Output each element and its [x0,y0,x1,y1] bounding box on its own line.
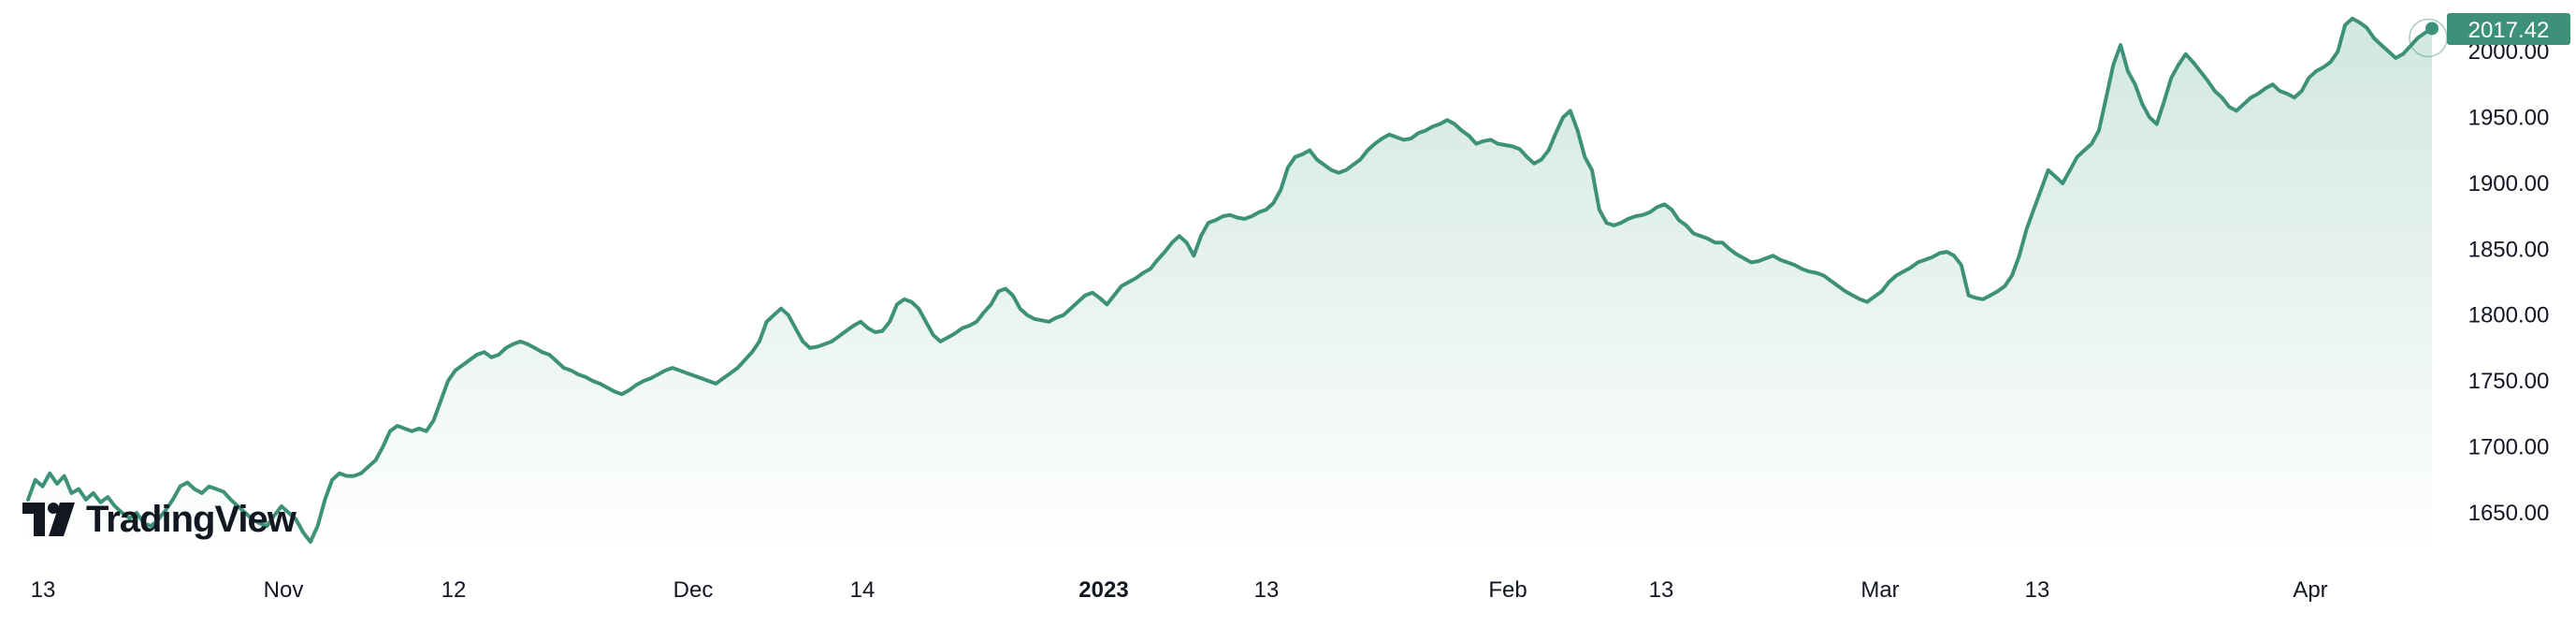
y-tick-label: 1700.00 [2468,435,2550,460]
plot-area[interactable] [26,16,2448,553]
y-tick-label: 1650.00 [2468,501,2550,526]
x-tick-label: 2023 [1078,577,1128,603]
x-tick-label: 13 [2025,577,2050,603]
y-tick-label: 1750.00 [2468,369,2550,394]
y-tick-label: 1800.00 [2468,303,2550,328]
x-tick-label: Dec [673,577,714,603]
x-tick-label: Mar [1860,577,1899,603]
last-price-label: 2017.42 [2447,13,2570,45]
x-tick-label: 14 [850,577,876,603]
x-tick-label: 13 [1254,577,1280,603]
x-tick-label: 12 [441,577,467,603]
tradingview-logo-icon [22,503,75,536]
last-point-marker [2425,22,2439,36]
tradingview-wordmark: TradingView [86,498,297,540]
tradingview-logo[interactable]: TradingView [22,496,297,543]
last-price-label-background [2447,13,2570,45]
price-series-line [26,16,2434,544]
y-tick-label: 1950.00 [2468,105,2550,130]
price-area-fill [28,18,2432,553]
x-axis: 13 Nov 12 Dec 14 2023 13 Feb 13 Mar 13 Apr [31,577,2328,603]
last-price-value: 2017.42 [2468,18,2550,43]
y-tick-label: 1850.00 [2468,237,2550,262]
x-tick-label: 13 [31,577,56,603]
x-tick-label: Nov [264,577,304,603]
x-tick-label: Feb [1488,577,1527,603]
x-tick-label: Apr [2293,577,2327,603]
x-tick-label: 13 [1649,577,1674,603]
y-tick-label: 1900.00 [2468,171,2550,197]
y-axis: 1650.00 1700.00 1750.00 1800.00 1850.00 1900.… [2468,39,2550,526]
